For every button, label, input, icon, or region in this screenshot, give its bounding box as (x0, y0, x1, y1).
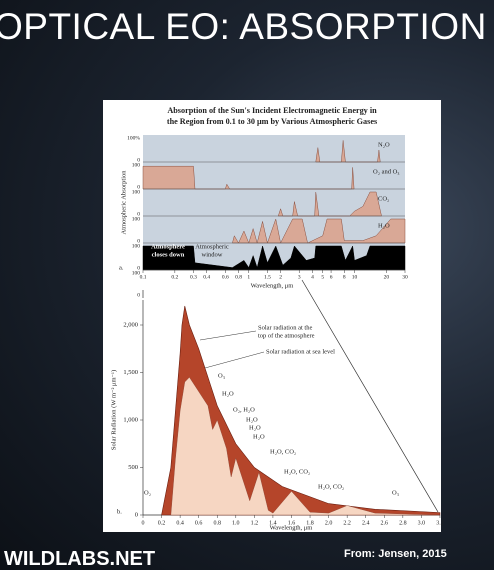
toa-curve (161, 305, 441, 516)
annotation: O₃ (218, 372, 225, 379)
closes-label: Atmosphere (151, 243, 185, 250)
x-tick-label: 5 (321, 274, 324, 280)
y-tick-label: 2,000 (123, 321, 138, 328)
annotation: H₂O (253, 433, 265, 440)
logo: WILDLABS.NET (4, 548, 156, 570)
annotation: O₃ (392, 489, 399, 496)
x-tick-label: 0 (142, 520, 145, 526)
panel-label: b. (117, 508, 122, 515)
strip-tick-label: 100% (127, 135, 140, 141)
x-tick-label: 4 (311, 274, 314, 280)
strip-tick-label: 100 (132, 189, 141, 195)
x-tick-label: 0.6 (222, 274, 229, 280)
figure-title: Absorption of the Sun's Incident Electro… (167, 106, 377, 115)
leader (199, 330, 257, 341)
x-tick-label: 10 (352, 274, 358, 280)
x-tick-label: 2.6 (381, 520, 389, 526)
panel-label: a. (119, 264, 124, 271)
strip-tick-label: 0 (137, 292, 140, 298)
figure-title: the Region from 0.1 to 30 μm by Various … (167, 117, 377, 126)
strip-tick-label: 100 (132, 243, 141, 249)
annotation: O₂, H₂O (233, 406, 255, 413)
x-tick-label: 0.6 (195, 520, 203, 526)
x-tick-label: 0.3 (190, 274, 197, 280)
annotation: H₂O (246, 416, 258, 423)
y-tick-label: 1,500 (123, 369, 138, 376)
gas-label: H₂O (378, 222, 390, 229)
x-tick-label: 1.8 (306, 520, 314, 526)
x-tick-label: 1.2 (251, 520, 259, 526)
y-axis-label: Solar Radiation (W m⁻² μm⁻¹) (110, 370, 117, 450)
x-axis-label: Wavelength, μm (270, 524, 313, 531)
x-tick-label: 2.2 (343, 520, 351, 526)
strip-tick-label: 0 (137, 211, 140, 217)
x-tick-label: 3 (298, 274, 301, 280)
slide-title: OPTICAL EO: ABSORPTION (0, 6, 487, 47)
x-tick-label: 3.2 (436, 520, 444, 526)
x-tick-label: 0.1 (140, 274, 147, 280)
window-label: window (202, 251, 223, 258)
absorption-shape (142, 245, 406, 271)
absorption-shape (315, 140, 381, 163)
sea-curve (170, 376, 440, 516)
x-tick-label: 1.0 (232, 520, 240, 526)
x-tick-label: 1.4 (269, 520, 277, 526)
x-tick-label: 1.6 (288, 520, 296, 526)
x-tick-label: 0.8 (235, 274, 242, 280)
connector (301, 279, 439, 513)
x-tick-label: 30 (402, 274, 408, 280)
x-tick-label: 2.0 (325, 520, 333, 526)
y-tick-label: 0 (135, 511, 138, 518)
absorption-shape (142, 165, 355, 190)
y-axis-label: Atmospheric Absorption (120, 170, 127, 235)
annotation: H₂O (222, 390, 234, 397)
legend-top: Solar radiation at the (258, 324, 312, 331)
absorption-shape (232, 218, 406, 244)
x-tick-label: 8 (343, 274, 346, 280)
x-tick-label: 0.2 (158, 520, 166, 526)
leader (204, 351, 265, 369)
x-tick-label: 6 (330, 274, 333, 280)
gas-label: O₂ and O₃ (373, 168, 400, 175)
legend-top: top of the atmosphere (258, 332, 315, 339)
annotation: H₂O, CO₂ (318, 483, 344, 490)
x-tick-label: 2.4 (362, 520, 370, 526)
strip-tick-label: 100 (132, 162, 141, 168)
strip-tick-label: 100 (132, 216, 141, 222)
annotation: O₂ (144, 489, 151, 496)
annotation: H₂O (249, 424, 261, 431)
strip-tick-label: 0 (137, 157, 140, 163)
strip-tick-label: 100 (132, 270, 141, 276)
strip-tick-label: 0 (137, 265, 140, 271)
x-tick-label: 1.5 (264, 274, 271, 280)
x-axis-label: Wavelength, μm (251, 282, 294, 289)
x-tick-label: 0.4 (176, 520, 184, 526)
strip-tick-label: 0 (137, 238, 140, 244)
x-tick-label: 1 (247, 274, 250, 280)
legend-sea: Solar radiation at sea level (266, 348, 335, 355)
gas-label: N₂O (378, 141, 390, 148)
window-label: Atmospheric (195, 243, 229, 250)
annotation: H₂O, CO₂ (284, 468, 310, 475)
annotation: H₂O, CO₂ (270, 448, 296, 455)
closes-label: closes down (152, 251, 185, 258)
x-tick-label: 0.8 (213, 520, 221, 526)
y-tick-label: 500 (128, 464, 138, 471)
x-tick-label: 3.0 (418, 520, 426, 526)
strip-tick-label: 0 (137, 184, 140, 190)
gas-label: CO₂ (378, 195, 389, 202)
x-tick-label: 0.4 (203, 274, 210, 280)
y-tick-label: 1,000 (123, 416, 138, 423)
x-tick-label: 0.2 (171, 274, 178, 280)
x-tick-label: 2 (279, 274, 282, 280)
source: From: Jensen, 2015 (344, 548, 447, 560)
x-tick-label: 20 (384, 274, 390, 280)
x-tick-label: 2.8 (399, 520, 407, 526)
